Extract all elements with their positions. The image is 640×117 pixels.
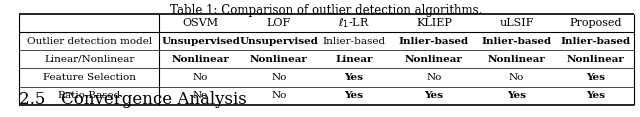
Text: LOF: LOF <box>267 18 291 28</box>
Text: Linear: Linear <box>335 55 373 64</box>
Text: $\ell_1$-LR: $\ell_1$-LR <box>338 16 370 30</box>
Text: Feature Selection: Feature Selection <box>43 73 136 82</box>
Text: Proposed: Proposed <box>570 18 622 28</box>
Text: KLIEP: KLIEP <box>416 18 452 28</box>
Text: No: No <box>193 73 209 82</box>
Text: No: No <box>193 91 209 100</box>
Text: Unsupervised: Unsupervised <box>161 37 240 46</box>
Text: Ratio-Based: Ratio-Based <box>58 91 121 100</box>
Text: Inlier-based: Inlier-based <box>481 37 552 46</box>
Text: Yes: Yes <box>344 91 364 100</box>
Text: Linear/Nonlinear: Linear/Nonlinear <box>44 55 134 64</box>
Text: Nonlinear: Nonlinear <box>567 55 625 64</box>
Text: Inlier-based: Inlier-based <box>399 37 469 46</box>
Text: No: No <box>271 73 287 82</box>
Text: Table 1: Comparison of outlier detection algorithms.: Table 1: Comparison of outlier detection… <box>170 4 483 16</box>
Text: Yes: Yes <box>424 91 444 100</box>
Text: Yes: Yes <box>586 91 605 100</box>
Text: Nonlinear: Nonlinear <box>405 55 463 64</box>
Text: Nonlinear: Nonlinear <box>488 55 545 64</box>
Text: No: No <box>509 73 524 82</box>
Text: Inlier-based: Inlier-based <box>323 37 386 46</box>
Text: Yes: Yes <box>586 73 605 82</box>
Text: Yes: Yes <box>507 91 526 100</box>
Text: Inlier-based: Inlier-based <box>561 37 631 46</box>
Text: OSVM: OSVM <box>182 18 219 28</box>
Text: Nonlinear: Nonlinear <box>250 55 308 64</box>
Text: Nonlinear: Nonlinear <box>172 55 230 64</box>
Text: uLSIF: uLSIF <box>499 18 534 28</box>
Text: No: No <box>271 91 287 100</box>
Text: Outlier detection model: Outlier detection model <box>27 37 152 46</box>
Text: 2.5   Convergence Analysis: 2.5 Convergence Analysis <box>19 91 247 108</box>
Text: No: No <box>426 73 442 82</box>
Text: Yes: Yes <box>344 73 364 82</box>
Text: Unsupervised: Unsupervised <box>239 37 318 46</box>
